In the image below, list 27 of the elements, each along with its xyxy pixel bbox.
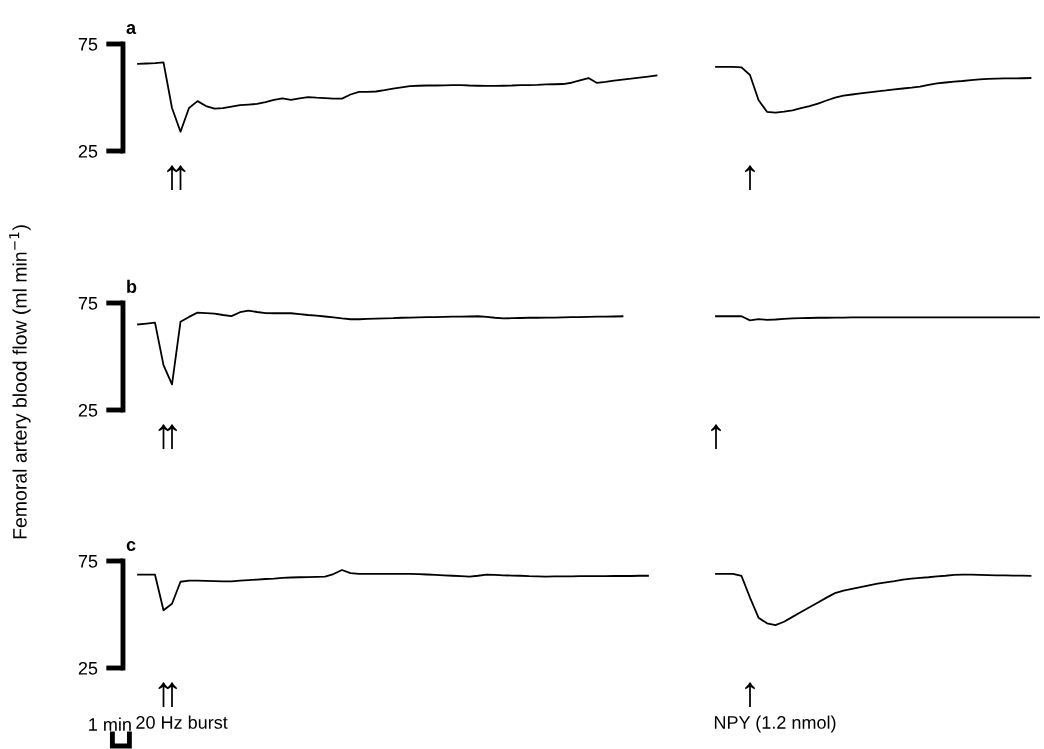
text: ↑: [745, 165, 755, 191]
text: ↑: [167, 682, 177, 708]
line-series: [715, 65, 1032, 114]
text: ↑: [167, 424, 177, 450]
line-series: [715, 572, 1032, 627]
y-tick-label: 25: [78, 661, 98, 675]
chart-title: b: [127, 279, 137, 294]
y-axis-title: Femoral artery blood flow (ml min$^{−1}$): [9, 225, 31, 539]
chart-title: a: [126, 24, 137, 35]
text: ↑: [175, 165, 186, 191]
chart-title: c: [126, 541, 136, 552]
y-tick-label: 25: [78, 144, 98, 158]
y-tick-label: 75: [78, 297, 98, 310]
y-tick-label: 75: [78, 555, 98, 568]
y-tick-label: 75: [78, 38, 98, 51]
text: ↑: [167, 165, 177, 191]
text: ↑: [158, 682, 169, 708]
text: 20 Hz burst: [136, 715, 228, 729]
line-series: [137, 61, 658, 133]
text: ↑: [711, 424, 721, 450]
line-series: [137, 569, 649, 612]
line-series: [137, 309, 624, 386]
text: 1 min: [89, 717, 131, 731]
text: NPY (1.2 nmol): [714, 715, 836, 733]
text: ↑: [745, 682, 755, 708]
y-tick-label: 25: [78, 403, 98, 417]
text: ↑: [158, 424, 169, 450]
